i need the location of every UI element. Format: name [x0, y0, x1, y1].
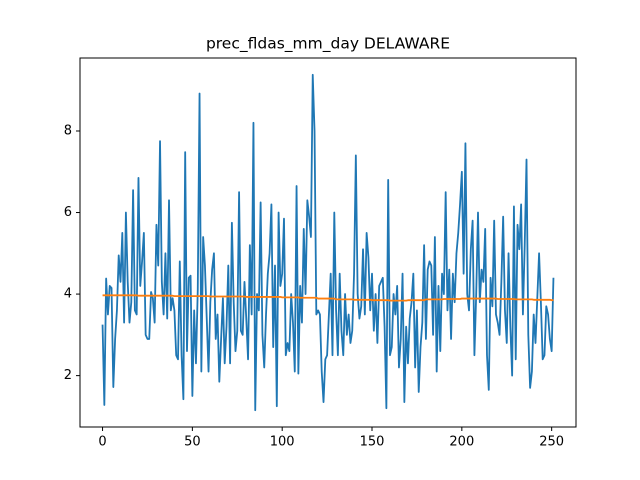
- x-tick-label: 250: [539, 435, 564, 450]
- x-tick-label: 100: [270, 435, 295, 450]
- y-tick-label: 6: [64, 205, 72, 220]
- y-tick-label: 4: [64, 287, 72, 302]
- series-line: [101, 73, 555, 412]
- x-tick-label: 150: [360, 435, 385, 450]
- y-tick-label: 2: [64, 368, 72, 383]
- series-line: [102, 294, 554, 302]
- x-tick-label: 200: [449, 435, 474, 450]
- x-tick-label: 50: [184, 435, 201, 450]
- plot-frame: [79, 57, 577, 428]
- chart-title: prec_fldas_mm_day DELAWARE: [206, 35, 450, 54]
- x-tick-label: 0: [98, 435, 106, 450]
- y-tick-label: 8: [64, 123, 72, 138]
